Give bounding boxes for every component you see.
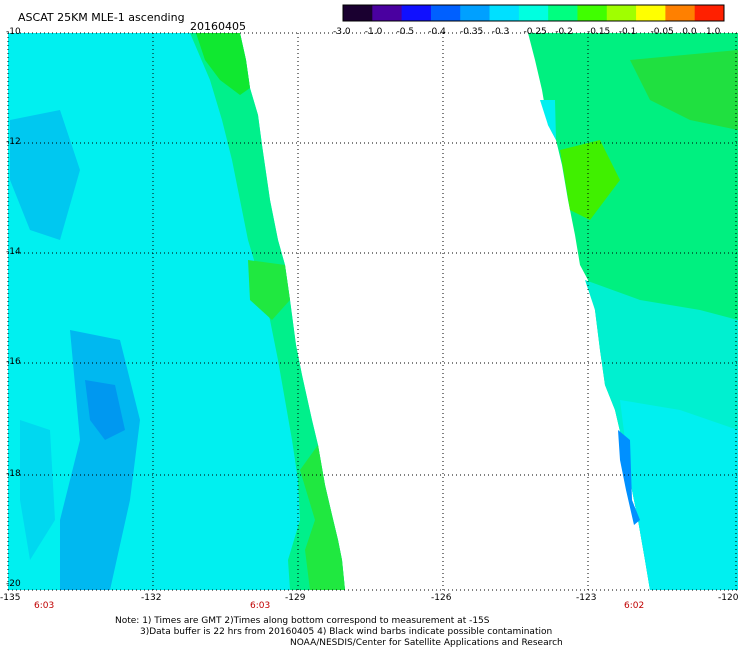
map-title: ASCAT 25KM MLE-1 ascending	[18, 11, 185, 24]
lat-label: -20	[6, 579, 21, 589]
colorbar-swatch	[548, 5, 578, 21]
swath-left	[8, 33, 345, 590]
colorbar-label: -0.15	[587, 27, 611, 37]
lon-label: -129	[285, 593, 306, 603]
colorbar-swatch	[694, 5, 725, 21]
colorbar-label: -0.5	[396, 27, 415, 37]
note-line-1: Note: 1) Times are GMT 2)Times along bot…	[115, 616, 490, 626]
lon-label: -120	[718, 593, 739, 603]
lat-label: -10	[6, 27, 21, 37]
colorbar-swatch	[401, 5, 432, 21]
colorbar-swatch	[577, 5, 608, 21]
colorbar-label: -0.4	[428, 27, 446, 37]
colorbar-label: -1.0	[364, 27, 383, 37]
colorbar-swatch	[372, 5, 403, 21]
lon-label: -132	[141, 593, 162, 603]
colorbar-swatch	[460, 5, 491, 21]
colorbar-label: -0.35	[460, 27, 484, 37]
colorbar-label: 0.0	[682, 27, 697, 37]
map-date: 20160405	[190, 20, 246, 33]
colorbar	[342, 4, 725, 22]
lat-label: -16	[6, 357, 21, 367]
colorbar-label: -0.05	[650, 27, 674, 37]
time-label: 6:02	[624, 601, 645, 611]
colorbar-label: 1.0	[706, 27, 721, 37]
note-line-2: 3)Data buffer is 22 hrs from 20160405 4)…	[140, 627, 553, 637]
time-label: 6:03	[250, 601, 271, 611]
grid-lines	[7, 32, 738, 591]
colorbar-label: -0.3	[491, 27, 510, 37]
colorbar-swatch	[636, 5, 666, 21]
colorbar-border	[342, 4, 725, 22]
note-line-3: NOAA/NESDIS/Center for Satellite Applica…	[290, 638, 563, 648]
colorbar-swatch	[343, 5, 373, 21]
lat-label: -18	[6, 469, 21, 479]
colorbar-label: -3.0	[333, 27, 351, 37]
lon-label: -126	[431, 593, 452, 603]
lat-label: -12	[6, 137, 21, 147]
swath-right	[528, 33, 738, 590]
lon-label: -135	[0, 593, 21, 603]
lon-label: -123	[576, 593, 597, 603]
colorbar-swatch	[665, 5, 696, 21]
colorbar-label: -0.2	[555, 27, 573, 37]
colorbar-label: -0.1	[618, 27, 637, 37]
colorbar-swatch	[518, 5, 549, 21]
lat-label: -14	[6, 247, 21, 257]
time-label: 6:03	[34, 601, 55, 611]
colorbar-label: -0.25	[523, 27, 547, 37]
colorbar-swatch	[489, 5, 520, 21]
colorbar-swatch	[606, 5, 637, 21]
colorbar-swatch	[430, 5, 461, 21]
